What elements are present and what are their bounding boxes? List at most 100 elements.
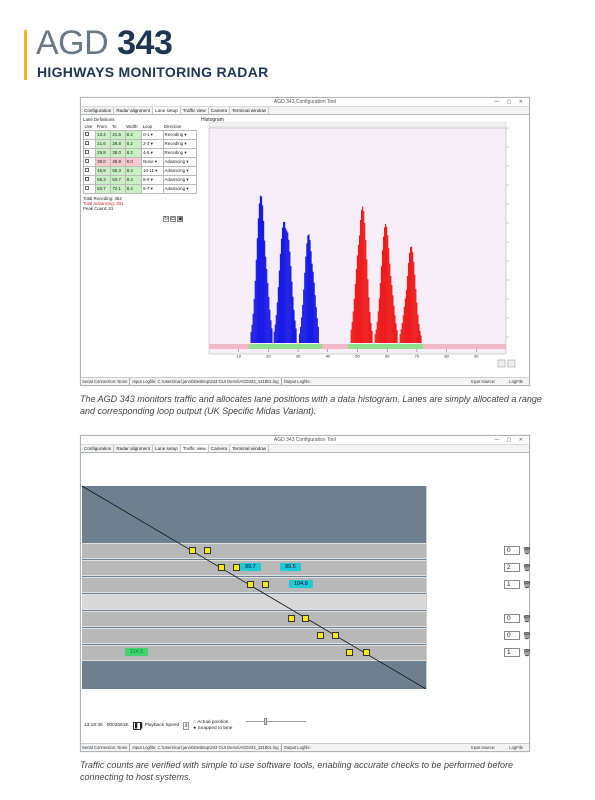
- lane-use[interactable]: [82, 138, 97, 149]
- lane-to[interactable]: 63.7: [110, 174, 126, 185]
- lane-count-field[interactable]: 1: [504, 580, 520, 589]
- trash-icon[interactable]: 🗑: [522, 615, 532, 623]
- lane-use-checkbox[interactable]: [85, 132, 89, 136]
- lane-direction[interactable]: Advancing ▾: [162, 165, 198, 176]
- lane-loop[interactable]: 6-7 ▾: [141, 183, 164, 194]
- lane-row[interactable]: 21.6 29.8 8.2 2-3 ▾ Receding ▾: [82, 138, 198, 149]
- trash-icon[interactable]: 🗑: [522, 547, 532, 555]
- refresh-icon[interactable]: ↻: [163, 216, 169, 222]
- lane-count-field[interactable]: 0: [504, 546, 520, 555]
- trash-icon[interactable]: 🗑: [522, 632, 532, 640]
- lane-count-field[interactable]: 0: [504, 631, 520, 640]
- output-logfile-status: Output Logfile:: [280, 378, 311, 385]
- lane-use-checkbox[interactable]: [85, 159, 89, 163]
- tab-lane-setup[interactable]: Lane setup: [153, 107, 181, 114]
- lane-count-field[interactable]: 0: [504, 614, 520, 623]
- lane-use[interactable]: [82, 129, 97, 140]
- lane-use-checkbox[interactable]: [85, 141, 89, 145]
- lane-from[interactable]: 63.7: [95, 183, 112, 194]
- lane-direction[interactable]: Receding ▾: [162, 129, 198, 140]
- lane-loop[interactable]: 10-11 ▾: [141, 165, 164, 176]
- lane-loop[interactable]: None ▾: [141, 156, 164, 167]
- input-source-select[interactable]: LogFile: [509, 379, 523, 384]
- lane-to[interactable]: 46.9: [110, 156, 126, 167]
- lane-from[interactable]: 55.3: [95, 174, 112, 185]
- lane-to[interactable]: 21.6: [110, 129, 126, 140]
- histogram-label: Histogram: [201, 117, 224, 123]
- tab-radar-alignment[interactable]: Radar alignment: [114, 107, 154, 114]
- tab-configuration[interactable]: Configuration: [82, 445, 115, 452]
- lane-loop[interactable]: 4-5 ▾: [141, 147, 164, 158]
- lane-from[interactable]: 13.4: [95, 129, 112, 140]
- lane-use-checkbox[interactable]: [85, 150, 89, 154]
- lane-from[interactable]: 38.0: [95, 156, 112, 167]
- histogram-bar: [364, 222, 366, 343]
- histogram-bar: [375, 329, 377, 343]
- lane-width: 8.2: [124, 129, 143, 140]
- camera-icon[interactable]: ◘: [170, 216, 176, 222]
- playback-slider-thumb[interactable]: [264, 718, 267, 725]
- tab-terminal-window[interactable]: Terminal window: [230, 107, 270, 114]
- tab-radar-alignment[interactable]: Radar alignment: [114, 445, 154, 452]
- lane-from[interactable]: 46.9: [95, 165, 112, 176]
- playback-speed-spinner[interactable]: ⇕: [183, 721, 190, 730]
- tab-camera[interactable]: Camera: [209, 107, 231, 114]
- lane-row[interactable]: 13.4 21.6 8.2 0-1 ▾ Receding ▾: [82, 129, 198, 140]
- lane-row[interactable]: 55.3 63.7 8.4 8-9 ▾ Advancing ▾: [82, 174, 198, 185]
- speed-tag: 104.8: [289, 580, 313, 588]
- trash-icon[interactable]: 🗑: [522, 649, 532, 657]
- tab-lane-setup[interactable]: Lane setup: [153, 445, 181, 452]
- histogram-bar: [303, 289, 305, 343]
- lane-direction[interactable]: Advancing ▾: [162, 174, 198, 185]
- trash-icon[interactable]: 🗑: [522, 581, 532, 589]
- lane-to[interactable]: 38.0: [110, 147, 126, 158]
- lane-from[interactable]: 29.8: [95, 147, 112, 158]
- lane-use[interactable]: [82, 174, 97, 185]
- lane-use[interactable]: [82, 165, 97, 176]
- lane-loop[interactable]: 8-9 ▾: [141, 174, 164, 185]
- lane-to[interactable]: 72.1: [110, 183, 126, 194]
- histogram-bar: [403, 306, 405, 343]
- trash-icon[interactable]: 🗑: [522, 564, 532, 572]
- histogram-bar: [417, 314, 419, 343]
- window-controls[interactable]: — ▢ ✕: [494, 437, 526, 443]
- lane-use[interactable]: [82, 156, 97, 167]
- save-icon[interactable]: ▣: [177, 216, 183, 222]
- lane-use[interactable]: [82, 147, 97, 158]
- histogram-bar: [274, 324, 276, 343]
- tab-configuration[interactable]: Configuration: [82, 107, 115, 114]
- tab-traffic-view[interactable]: Traffic view: [180, 445, 209, 452]
- lane-use[interactable]: [82, 183, 97, 194]
- lane-to[interactable]: 55.3: [110, 165, 126, 176]
- lane-to[interactable]: 29.8: [110, 138, 126, 149]
- col-from: From: [96, 123, 107, 129]
- tab-traffic-view[interactable]: Traffic view: [181, 107, 209, 114]
- lane-direction[interactable]: Advancing ▾: [162, 156, 198, 167]
- histogram-bar: [400, 329, 402, 343]
- playback-slider[interactable]: [246, 718, 306, 725]
- lane-loop[interactable]: 2-3 ▾: [141, 138, 164, 149]
- lane-row[interactable]: 46.9 55.3 8.4 10-11 ▾ Advancing ▾: [82, 165, 198, 176]
- lane-count-field[interactable]: 1: [504, 648, 520, 657]
- lane-use-checkbox[interactable]: [85, 186, 89, 190]
- lane-use-checkbox[interactable]: [85, 168, 89, 172]
- lane-row[interactable]: 38.0 46.9 9.0 None ▾ Advancing ▾: [82, 156, 198, 167]
- radio-snapped-to-lane[interactable]: ● Snapped to lane: [193, 725, 233, 731]
- lane-direction[interactable]: Advancing ▾: [162, 183, 198, 194]
- histogram-bar: [371, 330, 373, 343]
- pause-button[interactable]: ❚❚: [132, 721, 144, 730]
- lane-row[interactable]: 29.8 38.0 8.2 4-5 ▾ Receding ▾: [82, 147, 198, 158]
- histogram-bar: [257, 218, 259, 343]
- lane-direction[interactable]: Receding ▾: [162, 147, 198, 158]
- lane-row[interactable]: 63.7 72.1 8.4 6-7 ▾ Advancing ▾: [82, 183, 198, 194]
- lane-use-checkbox[interactable]: [85, 177, 89, 181]
- input-source-select[interactable]: LogFile: [509, 745, 523, 750]
- tab-camera[interactable]: Camera: [209, 445, 231, 452]
- lane-from[interactable]: 21.6: [95, 138, 112, 149]
- window-controls[interactable]: — ▢ ✕: [494, 99, 526, 105]
- lane-count-field[interactable]: 2: [504, 563, 520, 572]
- lane-direction[interactable]: Receding ▾: [162, 138, 198, 149]
- lane-loop[interactable]: 0-1 ▾: [141, 129, 164, 140]
- tab-terminal-window[interactable]: Terminal window: [230, 445, 270, 452]
- radio-actual-position[interactable]: ○ Actual position: [193, 720, 229, 725]
